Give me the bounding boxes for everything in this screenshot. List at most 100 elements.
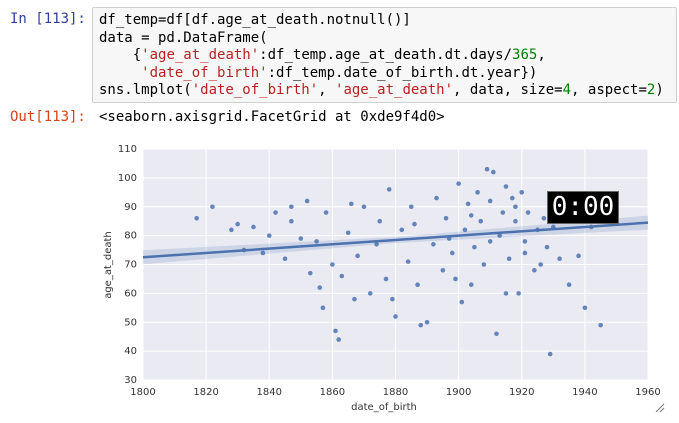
scatter-point <box>468 213 474 218</box>
scatter-point <box>522 250 528 256</box>
scatter-point <box>266 233 272 238</box>
x-tick-label: 1880 <box>383 387 408 398</box>
scatter-point <box>408 204 414 210</box>
x-tick-label: 1920 <box>509 387 534 398</box>
y-tick-label: 30 <box>124 375 137 386</box>
scatter-point <box>273 210 278 215</box>
x-tick-label: 1960 <box>635 387 660 398</box>
y-tick-label: 100 <box>118 173 137 184</box>
scatter-point <box>405 259 411 264</box>
scatter-point <box>210 204 215 210</box>
x-tick-label: 1940 <box>572 387 597 398</box>
code-line: data = pd.DataFrame( <box>99 29 268 46</box>
scatter-point <box>491 169 496 175</box>
input-prompt: In [113]: <box>10 11 86 27</box>
scatter-point <box>229 227 234 233</box>
scatter-point <box>235 221 240 227</box>
scatter-point <box>544 244 550 250</box>
scatter-point <box>289 204 294 210</box>
scatter-point <box>399 227 405 233</box>
scatter-point <box>456 181 461 186</box>
code-line: sns.lmplot('date_of_birth', 'age_at_deat… <box>99 82 664 98</box>
scatter-point <box>487 198 493 204</box>
scatter-point <box>314 239 319 244</box>
scatter-point <box>349 201 354 207</box>
scatter-point <box>547 351 553 357</box>
y-tick-label: 50 <box>124 317 137 328</box>
scatter-point <box>465 201 471 207</box>
scatter-point <box>513 204 518 210</box>
scatter-point <box>576 253 581 259</box>
scatter-point <box>468 282 474 288</box>
scatter-point <box>298 236 304 241</box>
y-tick-label: 60 <box>124 288 137 299</box>
scatter-point <box>377 218 383 224</box>
y-tick-label: 110 <box>118 144 137 155</box>
scatter-point <box>251 224 256 230</box>
scatter-point <box>352 296 357 302</box>
scatter-point <box>481 262 487 267</box>
scatter-point <box>289 218 294 224</box>
scatter-point <box>522 239 528 244</box>
output-text: <seaborn.axisgrid.FacetGrid at 0xde9f4d0… <box>99 109 445 125</box>
scatter-point <box>355 253 360 259</box>
scatter-point <box>519 190 525 195</box>
scatter-point <box>431 241 436 247</box>
y-tick-label: 90 <box>124 202 137 213</box>
y-tick-label: 40 <box>124 346 137 357</box>
scatter-point <box>487 239 493 244</box>
x-tick-label: 1800 <box>130 387 155 398</box>
scatter-point <box>418 322 424 328</box>
code-line: df_temp=df[df.age_at_death.notnull()] <box>99 12 411 28</box>
code-line: {'age_at_death':df_temp.age_at_death.dt.… <box>99 47 546 63</box>
timer: 0:00 <box>547 191 619 224</box>
scatter-point <box>472 244 477 250</box>
scatter-point <box>440 267 446 273</box>
scatter-point <box>339 273 345 279</box>
scatter-point <box>412 221 417 227</box>
scatter-point <box>320 305 326 311</box>
scatter-point <box>317 285 323 290</box>
y-tick-label: 80 <box>124 231 137 242</box>
scatter-point <box>582 305 588 311</box>
scatter-point <box>541 216 547 221</box>
y-tick-label: 70 <box>124 260 137 271</box>
scatter-point <box>390 296 395 302</box>
scatter-point <box>557 256 562 262</box>
scatter-point <box>497 233 502 238</box>
scatter-point <box>598 322 603 328</box>
scatter-point <box>383 276 389 282</box>
scatter-point <box>566 282 572 288</box>
scatter-point <box>415 282 420 288</box>
scatter-point <box>484 166 490 172</box>
code-line: 'date_of_birth':df_temp.date_of_birth.dt… <box>141 64 538 81</box>
scatter-point <box>462 227 468 233</box>
scatter-point <box>506 256 512 262</box>
x-axis-label: date_of_birth <box>351 402 417 413</box>
scatter-point <box>532 267 537 273</box>
scatter-point <box>475 190 480 195</box>
scatter-point <box>307 270 313 276</box>
scatter-point <box>525 210 531 215</box>
scatter-point <box>345 230 351 236</box>
x-tick-label: 1860 <box>320 387 345 398</box>
scatter-point <box>424 319 430 325</box>
scatter-point <box>260 250 266 256</box>
scatter-point <box>336 337 341 342</box>
scatter-point <box>434 195 439 201</box>
scatter-point <box>367 291 373 296</box>
code-cell[interactable]: df_temp=df[df.age_at_death.notnull()] dat… <box>92 7 677 103</box>
scatter-point <box>459 299 465 305</box>
resize-handle[interactable] <box>655 403 665 413</box>
regression-line <box>142 221 649 259</box>
scatter-point <box>282 256 288 262</box>
x-tick-label: 1840 <box>257 387 282 398</box>
scatter-point <box>503 184 509 189</box>
x-tick-label: 1820 <box>193 387 218 398</box>
scatter-point <box>443 216 449 221</box>
scatter-point <box>453 276 458 282</box>
x-tick-label: 1900 <box>446 387 471 398</box>
scatter-point <box>330 262 335 267</box>
